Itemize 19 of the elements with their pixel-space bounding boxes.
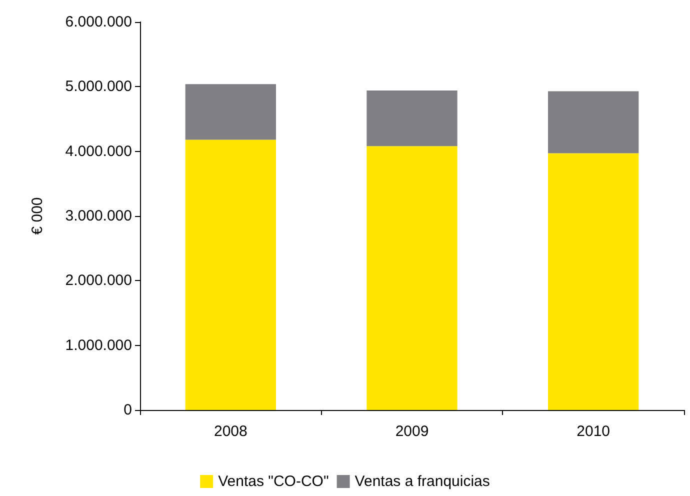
bar	[366, 146, 458, 410]
x-tick-label: 2009	[395, 423, 429, 440]
y-axis-title: € 000	[29, 197, 46, 235]
y-tick-label: 3.000.000	[65, 208, 132, 224]
bar	[185, 140, 276, 410]
y-tick-label: 5.000.000	[65, 78, 132, 96]
y-tick-label: 0	[124, 402, 132, 418]
y-tick-label: 4.000.000	[65, 142, 132, 160]
x-tick-label: 2010	[576, 423, 610, 440]
y-tick-label: 6.000.000	[65, 14, 132, 30]
y-tick-label: 2.000.000	[65, 272, 132, 290]
bar	[548, 91, 639, 154]
legend-label: Ventas "CO-CO"	[218, 473, 329, 490]
legend-label: Ventas a franquicias	[354, 473, 490, 490]
bar	[366, 90, 458, 146]
x-tick-label: 2008	[214, 423, 248, 440]
y-tick-label: 1.000.000	[65, 336, 132, 354]
bar	[548, 153, 639, 410]
bar	[185, 84, 276, 140]
